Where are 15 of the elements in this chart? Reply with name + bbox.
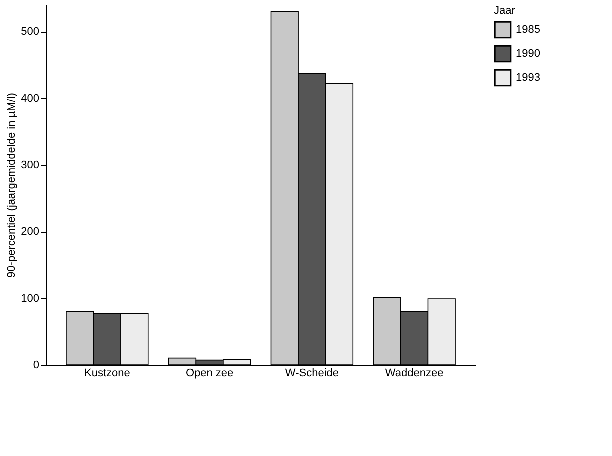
y-axis-title: 90-percentiel (jaargemiddelde in µM/l)	[6, 93, 18, 278]
x-tick-label: Waddenzee	[385, 368, 444, 380]
y-tick-label: 200	[21, 226, 40, 238]
legend-label: 1985	[516, 24, 540, 36]
legend-label: 1993	[516, 72, 540, 84]
x-tick-label: W-Scheide	[285, 368, 339, 380]
y-tick-label: 400	[21, 92, 40, 105]
x-tick-label: Open zee	[186, 368, 234, 380]
y-tick-label: 0	[33, 360, 40, 372]
y-tick-label: 300	[21, 160, 40, 172]
legend-title: Jaar	[494, 5, 516, 17]
legend-label: 1990	[516, 48, 540, 60]
y-tick-label: 500	[21, 26, 40, 38]
y-tick-label: 100	[21, 292, 40, 305]
x-tick-label: Kustzone	[84, 368, 130, 380]
